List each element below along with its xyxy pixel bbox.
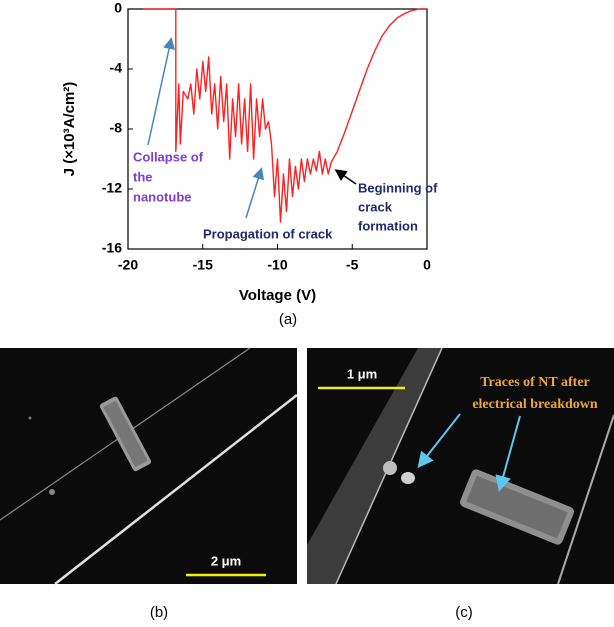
panel-label: (b) [150, 604, 168, 621]
plot: -20 -15 -10 -5 0 0 -4 -8 -12 -16 Voltage (V) J (×10… [61, 0, 431, 304]
sem-image: 1 μm Traces of NT after electrical break… [307, 347, 614, 585]
panel-label: (a) [279, 311, 297, 328]
annotation: Propagation of crack [203, 226, 333, 241]
data-line [142, 8, 427, 223]
panel-label: (c) [455, 604, 473, 621]
x-tick-label: 0 [423, 257, 431, 273]
y-tick-label: -12 [102, 180, 122, 196]
annotation: nanotube [133, 189, 192, 204]
annotation: the [133, 169, 153, 184]
y-tick-label: 0 [114, 0, 122, 16]
arrow [245, 167, 265, 219]
image-caption: electrical breakdown [472, 397, 598, 412]
annotation: crack [358, 199, 393, 214]
sem-image: 2 μm [0, 347, 298, 585]
y-tick-label: -4 [110, 60, 123, 76]
annotation: Beginning of [358, 180, 438, 195]
x-tick-label: -5 [346, 257, 359, 273]
annotation: formation [358, 218, 418, 233]
scale-bar-label: 1 μm [347, 366, 377, 381]
x-axis-label: Voltage (V) [239, 287, 316, 304]
x-tick-label: -10 [267, 257, 287, 273]
y-tick-label: -16 [102, 240, 122, 256]
x-tick-label: -15 [193, 257, 213, 273]
annotation: Collapse of [133, 149, 204, 164]
y-axis-label: J (×10³A/cm²) [61, 82, 78, 177]
x-tick-label: -20 [118, 257, 138, 273]
arrow [147, 37, 175, 146]
y-tick-label: -8 [110, 120, 123, 136]
scale-bar-label: 2 μm [211, 553, 241, 568]
arrow [334, 169, 357, 185]
image-caption: Traces of NT after [480, 375, 590, 390]
